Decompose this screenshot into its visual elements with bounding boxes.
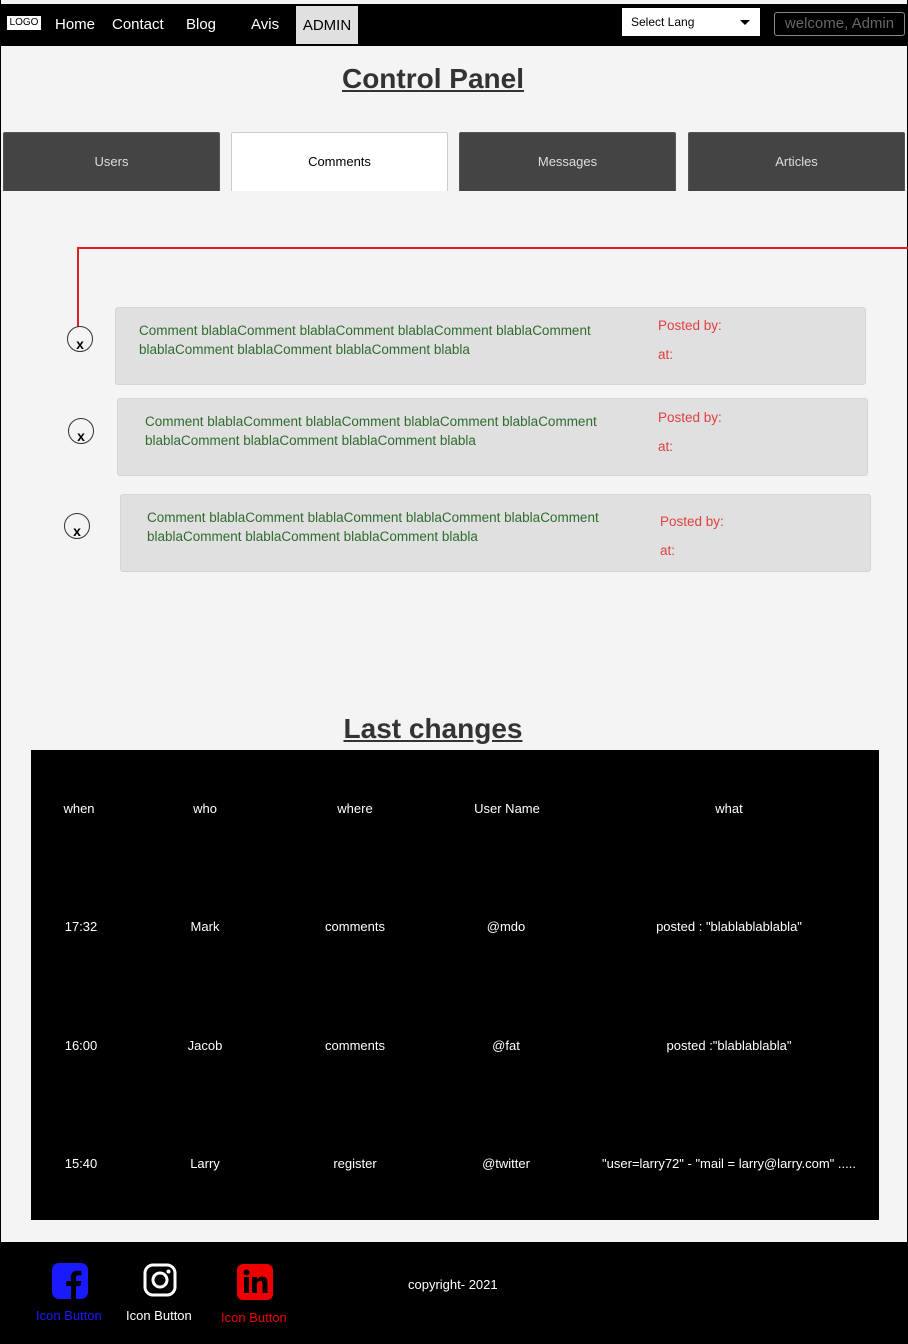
table-cell: posted : "blablablablabla"	[656, 919, 802, 934]
language-select-value: Select Lang	[631, 15, 695, 29]
table-cell: comments	[325, 1038, 385, 1053]
table-cell: @fat	[492, 1038, 520, 1053]
table-cell: posted :"blablablabla"	[666, 1038, 792, 1053]
table-cell: 17:32	[64, 919, 98, 934]
nav-avis-link[interactable]: Avis	[251, 16, 280, 33]
table-cell: Mark	[190, 919, 220, 934]
welcome-field[interactable]: welcome, Admin	[774, 12, 905, 36]
table-header: User Name	[474, 801, 540, 816]
table-cell: 15:40	[64, 1156, 98, 1171]
footer: Icon Button Icon Button Icon Button copy…	[0, 1242, 908, 1344]
comment-card: Comment blablaComment blablaComment blab…	[115, 307, 866, 385]
comment-text: Comment blablaComment blablaComment blab…	[147, 510, 599, 544]
comment-posted-by: Posted by:	[658, 318, 722, 333]
instagram-button-label[interactable]: Icon Button	[126, 1308, 192, 1323]
comment-text: Comment blablaComment blablaComment blab…	[139, 323, 591, 357]
table-header: where	[337, 801, 373, 816]
comment-posted-by: Posted by:	[660, 514, 724, 529]
nav-blog-link[interactable]: Blog	[186, 16, 217, 33]
table-cell: Jacob	[187, 1038, 223, 1053]
delete-comment-button[interactable]: x	[68, 418, 94, 444]
page-title: Control Panel	[341, 63, 524, 94]
nav-contact-link[interactable]: Contact	[112, 16, 164, 33]
comment-posted-by: Posted by:	[658, 410, 722, 425]
instagram-icon[interactable]	[143, 1263, 177, 1297]
tab-messages[interactable]: Messages	[459, 132, 676, 191]
nav-home-link[interactable]: Home	[55, 16, 96, 33]
tab-users[interactable]: Users	[3, 132, 220, 191]
table-cell: register	[333, 1156, 377, 1171]
linkedin-icon[interactable]	[237, 1264, 273, 1300]
table-header: what	[715, 801, 743, 816]
table-cell: @mdo	[486, 919, 526, 934]
table-cell: @twitter	[482, 1156, 530, 1171]
logo[interactable]: LOGO	[6, 15, 42, 31]
table-cell: "user=larry72" - "mail = larry@larry.com…	[602, 1156, 856, 1171]
comment-posted-at: at:	[658, 439, 674, 454]
annotation-line-vertical	[77, 247, 79, 333]
delete-comment-button[interactable]: x	[67, 326, 93, 352]
copyright-text: copyright- 2021	[408, 1277, 498, 1292]
tab-comments[interactable]: Comments	[231, 132, 448, 191]
facebook-button-label[interactable]: Icon Button	[36, 1308, 102, 1323]
table-header: when	[63, 801, 95, 816]
table-header: who	[193, 801, 217, 816]
comment-card: Comment blablaComment blablaComment blab…	[117, 398, 868, 476]
table-cell: comments	[325, 919, 385, 934]
caret-down-icon	[740, 20, 750, 25]
comment-posted-at: at:	[658, 347, 674, 362]
language-select[interactable]: Select Lang	[622, 8, 760, 36]
comment-card: Comment blablaComment blablaComment blab…	[120, 494, 871, 572]
comment-text: Comment blablaComment blablaComment blab…	[145, 414, 597, 448]
facebook-icon[interactable]	[52, 1263, 88, 1299]
table-cell: 16:00	[64, 1038, 98, 1053]
linkedin-button-label[interactable]: Icon Button	[221, 1310, 287, 1325]
delete-comment-button[interactable]: x	[64, 513, 90, 539]
annotation-line	[78, 247, 908, 249]
nav-admin-link[interactable]: ADMIN	[296, 6, 358, 44]
comment-posted-at: at:	[660, 543, 676, 558]
top-navbar: LOGO Home Contact Blog Avis ADMIN Select…	[0, 4, 908, 46]
last-changes-table: when who where User Name what 17:32 Mark…	[31, 750, 879, 1220]
table-cell: Larry	[190, 1156, 220, 1171]
tab-articles[interactable]: Articles	[688, 132, 905, 191]
last-changes-title: Last changes	[343, 713, 523, 744]
